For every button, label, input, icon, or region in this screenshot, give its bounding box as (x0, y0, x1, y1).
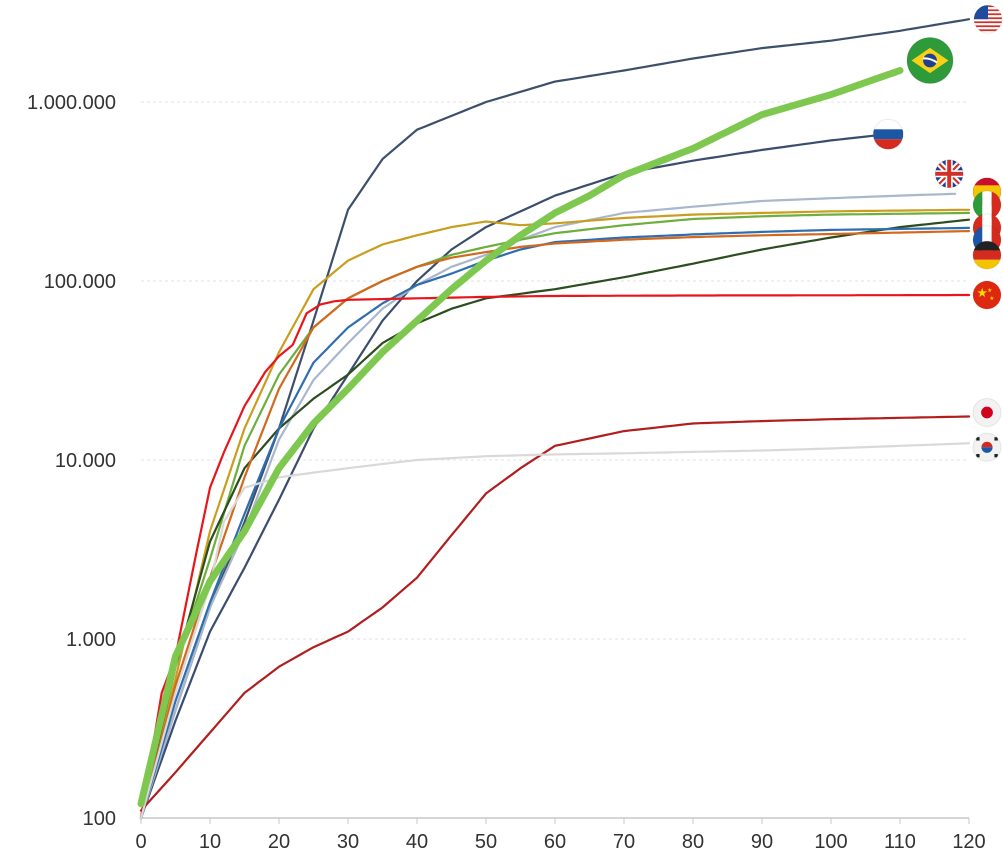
series-line-spain (139, 208, 971, 820)
x-tick-label: 20 (268, 831, 290, 853)
x-tick-label: 120 (952, 831, 985, 853)
series-line-italy (139, 211, 971, 820)
series-lines (137, 18, 971, 820)
svg-text:★: ★ (989, 295, 994, 302)
y-tick-label: 1.000.000 (27, 92, 116, 114)
series-line-germany (139, 230, 971, 820)
x-tick-label: 10 (199, 831, 221, 853)
y-tick-label: 10.000 (55, 450, 116, 472)
series-line-russia (139, 133, 888, 820)
x-tick-label: 80 (682, 831, 704, 853)
x-tick-label: 100 (814, 831, 847, 853)
series-line-china (139, 293, 971, 820)
us-flag-icon (973, 4, 1003, 34)
x-tick-label: 70 (613, 831, 635, 853)
uk-flag-icon (934, 159, 964, 189)
x-tick-label: 60 (544, 831, 566, 853)
x-tick-label: 30 (337, 831, 359, 853)
brazil-flag-icon (906, 36, 954, 84)
series-line-japan (139, 415, 971, 812)
flag-markers: ★ ★★ (872, 4, 1003, 462)
y-tick-label: 1.000 (66, 629, 116, 651)
series-line-france (139, 226, 971, 820)
x-tick-label: 40 (406, 831, 428, 853)
series-line-uk (139, 192, 957, 820)
series-line-brazil (137, 67, 904, 808)
svg-text:★: ★ (987, 287, 992, 294)
axes (140, 817, 970, 824)
x-tick-label: 90 (751, 831, 773, 853)
germany-flag-icon (972, 240, 1002, 270)
japan-flag-icon (972, 397, 1002, 427)
china-flag-icon: ★ ★★ (972, 280, 1002, 310)
x-axis-labels: 0 10 20 30 40 50 60 70 80 90 100 110 120 (135, 831, 985, 853)
x-tick-label: 50 (475, 831, 497, 853)
series-line-peru (139, 218, 971, 820)
y-tick-label: 100 (83, 808, 116, 830)
grid (141, 101, 969, 640)
south-korea-flag-icon (972, 432, 1002, 462)
y-axis-labels: 100 1.000 10.000 100.000 1.000.000 (27, 92, 116, 830)
russia-flag-icon (872, 118, 904, 150)
y-tick-label: 100.000 (44, 271, 116, 293)
svg-text:★: ★ (976, 285, 987, 300)
x-tick-label: 0 (135, 831, 146, 853)
x-tick-label: 110 (884, 831, 916, 853)
series-line-south-korea (139, 442, 971, 820)
